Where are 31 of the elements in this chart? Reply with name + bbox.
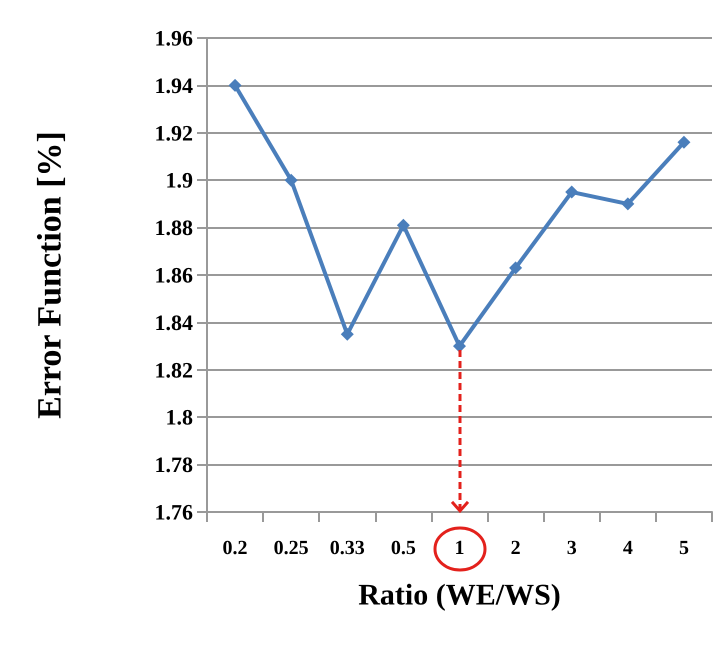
x-tick-label: 0.25 bbox=[274, 537, 309, 559]
x-tick-label: 1 bbox=[454, 537, 464, 559]
y-tick-label: 1.8 bbox=[166, 404, 193, 430]
point bbox=[677, 136, 690, 149]
y-tick-label: 1.96 bbox=[154, 26, 193, 50]
y-axis-title: Error Function [%] bbox=[32, 131, 68, 419]
y-tick-label: 1.82 bbox=[154, 357, 193, 382]
y-tick-label: 1.94 bbox=[154, 72, 193, 98]
y-tick-label: 1.88 bbox=[154, 215, 193, 240]
point bbox=[509, 261, 522, 274]
y-tick-label: 1.84 bbox=[154, 310, 193, 335]
y-tick-label: 1.92 bbox=[154, 120, 193, 146]
point bbox=[284, 174, 298, 187]
y-tick-label: 1.86 bbox=[154, 262, 193, 288]
point bbox=[340, 328, 354, 341]
y-tick-label: 1.78 bbox=[154, 452, 193, 478]
point bbox=[565, 186, 578, 199]
y-tick-label: 1.76 bbox=[154, 500, 193, 524]
x-tick-label: 0.33 bbox=[330, 537, 365, 559]
x-tick-label: 4 bbox=[622, 537, 633, 559]
point bbox=[621, 197, 634, 210]
x-tick-label: 3 bbox=[566, 537, 577, 559]
x-tick-label: 0.2 bbox=[222, 537, 248, 559]
x-axis-title: Ratio (WE/WS) bbox=[358, 578, 561, 612]
y-tick-label: 1.9 bbox=[166, 168, 193, 193]
point bbox=[453, 340, 466, 353]
x-tick-label: 5 bbox=[678, 537, 689, 559]
point bbox=[396, 218, 410, 232]
point bbox=[228, 78, 242, 92]
x-tick-label: 0.5 bbox=[390, 537, 416, 559]
x-tick-label: 2 bbox=[510, 537, 521, 559]
